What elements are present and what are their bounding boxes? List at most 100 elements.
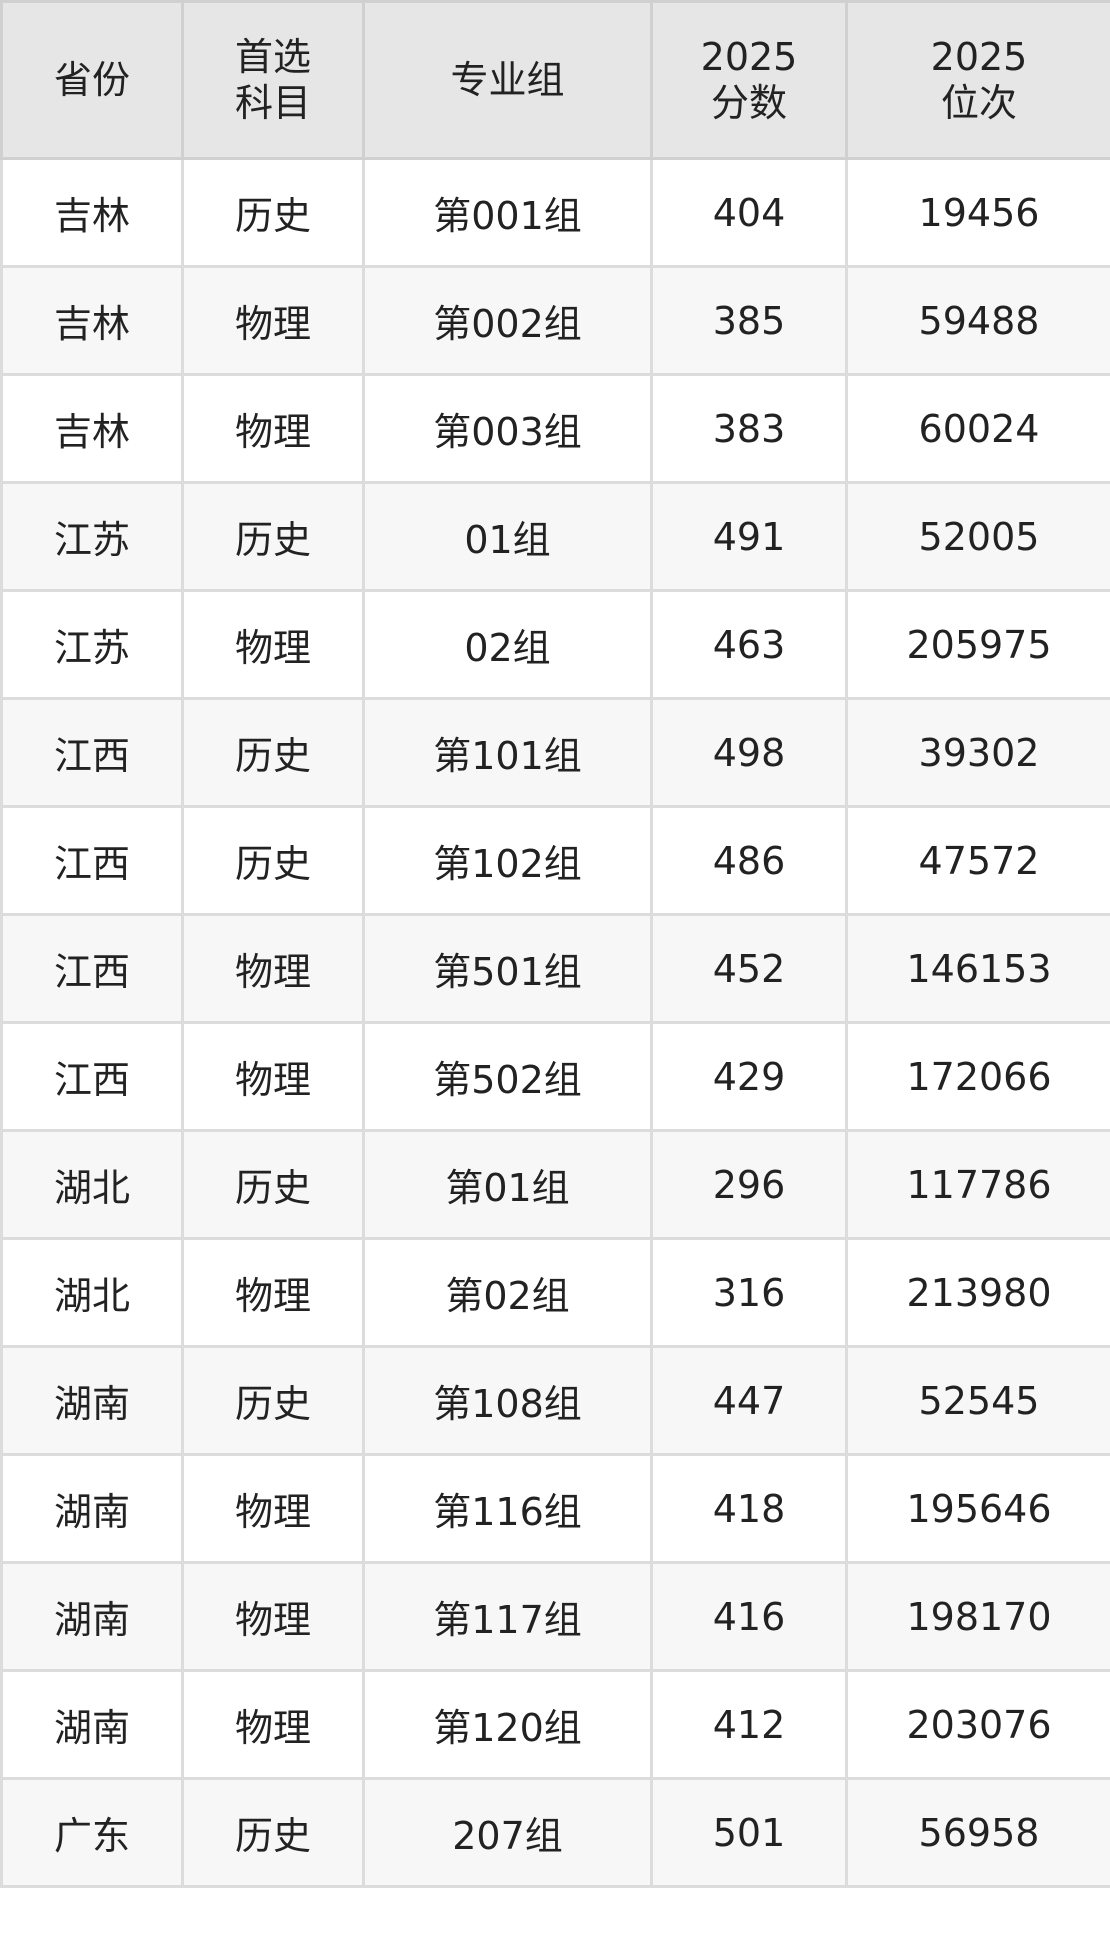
cell-group: 第502组 — [362, 1021, 653, 1132]
cell-province: 广东 — [0, 1777, 184, 1888]
cell-province: 吉林 — [0, 265, 184, 376]
cell-province: 江西 — [0, 805, 184, 916]
cell-score: 486 — [650, 805, 848, 916]
table-row: 江西 物理 第502组 429 172066 — [0, 1021, 1110, 1132]
cell-rank: 205975 — [845, 589, 1110, 700]
cell-score: 404 — [650, 157, 848, 268]
cell-rank: 52005 — [845, 481, 1110, 592]
cell-subject: 历史 — [181, 697, 365, 808]
cell-rank: 59488 — [845, 265, 1110, 376]
cell-subject: 物理 — [181, 913, 365, 1024]
cell-subject: 历史 — [181, 1129, 365, 1240]
cell-score: 383 — [650, 373, 848, 484]
header-row: 省份 首选 科目 专业组 2025 分数 2025 位次 — [0, 0, 1110, 160]
cell-province: 湖南 — [0, 1453, 184, 1564]
cell-rank: 198170 — [845, 1561, 1110, 1672]
cell-subject: 历史 — [181, 481, 365, 592]
cell-group: 02组 — [362, 589, 653, 700]
table-row: 江西 历史 第102组 486 47572 — [0, 805, 1110, 916]
header-group: 专业组 — [362, 0, 653, 160]
cell-rank: 56958 — [845, 1777, 1110, 1888]
cell-score: 412 — [650, 1669, 848, 1780]
table-row: 江西 物理 第501组 452 146153 — [0, 913, 1110, 1024]
table-row: 湖北 物理 第02组 316 213980 — [0, 1237, 1110, 1348]
cell-score: 498 — [650, 697, 848, 808]
header-text: 2025 — [930, 35, 1028, 79]
cell-subject: 历史 — [181, 1777, 365, 1888]
cell-subject: 物理 — [181, 1453, 365, 1564]
cell-subject: 物理 — [181, 1237, 365, 1348]
cell-subject: 历史 — [181, 1345, 365, 1456]
cell-rank: 195646 — [845, 1453, 1110, 1564]
table-row: 湖南 物理 第116组 418 195646 — [0, 1453, 1110, 1564]
header-province: 省份 — [0, 0, 184, 160]
cell-rank: 203076 — [845, 1669, 1110, 1780]
cell-province: 湖南 — [0, 1345, 184, 1456]
cell-group: 第102组 — [362, 805, 653, 916]
cell-rank: 52545 — [845, 1345, 1110, 1456]
table-row: 湖南 物理 第117组 416 198170 — [0, 1561, 1110, 1672]
table-row: 湖南 历史 第108组 447 52545 — [0, 1345, 1110, 1456]
cell-subject: 历史 — [181, 805, 365, 916]
cell-province: 江西 — [0, 697, 184, 808]
cell-subject: 物理 — [181, 265, 365, 376]
header-text: 2025 — [700, 35, 798, 79]
cell-group: 第117组 — [362, 1561, 653, 1672]
table-row: 吉林 物理 第003组 383 60024 — [0, 373, 1110, 484]
header-text: 科目 — [234, 81, 311, 125]
cell-group: 第001组 — [362, 157, 653, 268]
cell-group: 第003组 — [362, 373, 653, 484]
table-row: 湖北 历史 第01组 296 117786 — [0, 1129, 1110, 1240]
cell-province: 湖北 — [0, 1129, 184, 1240]
table-row: 江苏 物理 02组 463 205975 — [0, 589, 1110, 700]
cell-rank: 60024 — [845, 373, 1110, 484]
cell-province: 湖南 — [0, 1669, 184, 1780]
cell-rank: 213980 — [845, 1237, 1110, 1348]
cell-group: 第01组 — [362, 1129, 653, 1240]
cell-score: 501 — [650, 1777, 848, 1888]
cell-rank: 117786 — [845, 1129, 1110, 1240]
cell-subject: 物理 — [181, 1669, 365, 1780]
cell-group: 第116组 — [362, 1453, 653, 1564]
table-row: 江苏 历史 01组 491 52005 — [0, 481, 1110, 592]
cell-rank: 19456 — [845, 157, 1110, 268]
table-row: 湖南 物理 第120组 412 203076 — [0, 1669, 1110, 1780]
cell-group: 第108组 — [362, 1345, 653, 1456]
cell-rank: 47572 — [845, 805, 1110, 916]
header-score: 2025 分数 — [650, 0, 848, 160]
cell-subject: 物理 — [181, 1561, 365, 1672]
cell-group: 01组 — [362, 481, 653, 592]
cell-province: 吉林 — [0, 373, 184, 484]
cell-province: 江苏 — [0, 481, 184, 592]
cell-score: 296 — [650, 1129, 848, 1240]
cell-group: 207组 — [362, 1777, 653, 1888]
cell-rank: 146153 — [845, 913, 1110, 1024]
cell-group: 第002组 — [362, 265, 653, 376]
cell-score: 447 — [650, 1345, 848, 1456]
header-text: 省份 — [53, 58, 130, 102]
cell-province: 江苏 — [0, 589, 184, 700]
cell-province: 吉林 — [0, 157, 184, 268]
cell-score: 463 — [650, 589, 848, 700]
cell-province: 湖北 — [0, 1237, 184, 1348]
table-row: 吉林 物理 第002组 385 59488 — [0, 265, 1110, 376]
header-text: 位次 — [940, 81, 1017, 125]
cell-score: 385 — [650, 265, 848, 376]
header-text: 首选 — [234, 35, 311, 79]
cell-province: 湖南 — [0, 1561, 184, 1672]
cell-score: 452 — [650, 913, 848, 1024]
cell-group: 第02组 — [362, 1237, 653, 1348]
cell-province: 江西 — [0, 1021, 184, 1132]
cell-score: 416 — [650, 1561, 848, 1672]
header-text: 专业组 — [450, 58, 565, 102]
cell-province: 江西 — [0, 913, 184, 1024]
cell-subject: 物理 — [181, 589, 365, 700]
cell-score: 429 — [650, 1021, 848, 1132]
cell-score: 418 — [650, 1453, 848, 1564]
cell-subject: 物理 — [181, 1021, 365, 1132]
table-row: 广东 历史 207组 501 56958 — [0, 1777, 1110, 1888]
cell-subject: 物理 — [181, 373, 365, 484]
header-text: 分数 — [710, 81, 787, 125]
score-table: 省份 首选 科目 专业组 2025 分数 2025 位次 吉林 历史 第001组 404 19… — [0, 0, 1110, 1888]
cell-group: 第501组 — [362, 913, 653, 1024]
